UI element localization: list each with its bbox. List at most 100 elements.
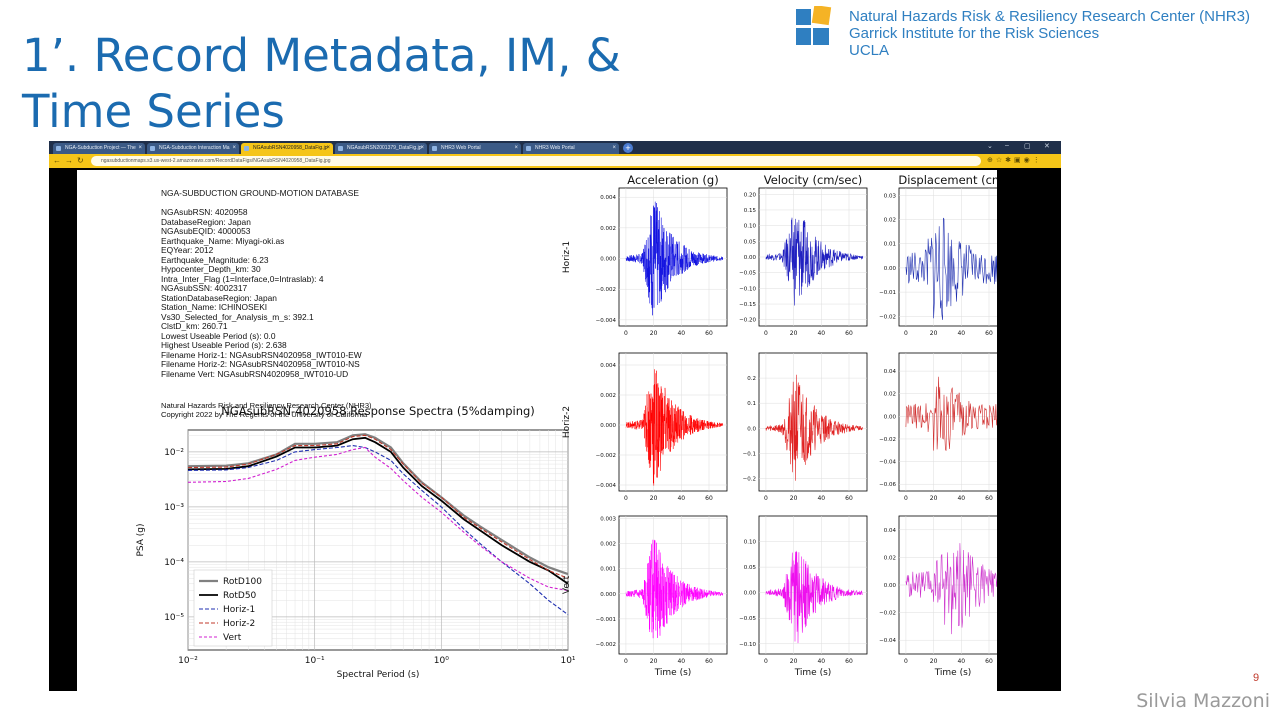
legend-entry: Horiz-1: [223, 605, 255, 615]
y-tick-label: 0.0: [747, 426, 756, 432]
metadata-credit: Natural Hazards Risk and Resiliency Rese…: [161, 401, 372, 419]
series-line: [187, 446, 569, 592]
minimize-button[interactable]: –: [1005, 142, 1009, 149]
x-tick-label: 0: [904, 495, 908, 502]
logo-squares-icon: [796, 4, 832, 45]
y-tick-label: −0.04: [879, 638, 896, 644]
y-tick-label: 0.00: [744, 255, 757, 261]
y-tick-label: −0.04: [879, 460, 896, 466]
metadata-field: Intra_Inter_Flag (1=Interface,0=Intrasla…: [161, 273, 324, 284]
browser-tab[interactable]: NHR3 Web Portal ×: [429, 143, 521, 154]
x-tick-label: 40: [817, 495, 825, 502]
y-tick-label: 0.004: [600, 363, 616, 369]
close-icon[interactable]: ×: [232, 145, 236, 151]
close-icon[interactable]: ×: [420, 145, 424, 151]
y-tick-label: 0.10: [744, 540, 757, 546]
close-window-button[interactable]: ✕: [1044, 143, 1050, 150]
maximize-button[interactable]: ▢: [1024, 143, 1031, 150]
time-series-trace: [905, 217, 997, 320]
x-axis-label: Time (s): [934, 668, 972, 678]
y-tick-label: 0.20: [744, 192, 757, 198]
y-tick-label: −0.10: [739, 286, 756, 292]
new-tab-button[interactable]: +: [623, 143, 633, 153]
row-label: Horiz-1: [562, 241, 572, 273]
x-tick-label: 60: [985, 658, 993, 665]
y-tick-label: 0.04: [884, 369, 897, 375]
x-tick-label: 20: [790, 495, 798, 502]
x-tick-label: 60: [705, 658, 713, 665]
x-tick-label: 20: [930, 495, 938, 502]
spectra-title: NGAsubRSN-4020958 Response Spectra (5%da…: [221, 404, 535, 418]
page-icon: [56, 146, 61, 151]
y-tick-label: −0.004: [596, 483, 617, 489]
y-tick-label: 0.00: [884, 414, 897, 420]
x-tick-label: 20: [790, 658, 798, 665]
y-tick-label: 0.1: [747, 401, 756, 407]
y-tick-label: 0.05: [744, 565, 757, 571]
y-tick-label: −0.06: [879, 482, 896, 488]
author-name: Silvia Mazzoni: [1136, 690, 1270, 712]
metadata-field: Highest Useable Period (s): 2.638: [161, 340, 287, 350]
y-tick-label: −0.002: [596, 642, 616, 648]
x-tick-label: 60: [705, 330, 713, 337]
x-tick-label: 40: [677, 330, 685, 337]
x-tick-label: 0: [904, 330, 908, 337]
x-tick-label: 40: [677, 658, 685, 665]
close-icon[interactable]: ×: [326, 145, 330, 151]
y-tick-label: −0.1: [743, 451, 756, 457]
x-tick-label: 10⁻²: [178, 656, 198, 666]
slide-title: 1’. Record Metadata, IM, & Time Series: [22, 29, 621, 138]
page-icon: [244, 146, 249, 151]
tab-search-icon[interactable]: ⌄: [987, 143, 993, 150]
metadata-field: Station_Name: ICHINOSEKI: [161, 302, 268, 312]
browser-tab-bar: NGA-Subduction Project — The × NGA-Subduc…: [49, 141, 1061, 154]
y-tick-label: 0.10: [744, 224, 757, 230]
metadata-field: NGAsubEQID: 4000053: [161, 226, 251, 236]
x-tick-label: 0: [764, 495, 768, 502]
browser-tab[interactable]: NGA-Subduction Project — The ×: [53, 143, 145, 154]
y-tick-label: 0.00: [744, 591, 757, 597]
x-tick-label: 60: [985, 495, 993, 502]
extension-icons[interactable]: ⊕☆✱▣◉⋮: [987, 157, 1043, 164]
org-line-ucla: UCLA: [849, 42, 890, 59]
series-line: [187, 434, 569, 579]
time-series-trace: [625, 539, 724, 639]
x-tick-label: 20: [930, 330, 938, 337]
browser-tab[interactable]: NGA-Subduction Interaction Ma ×: [147, 143, 239, 154]
url-input[interactable]: ngasubductionmaps.s3.us-west-2.amazonaws…: [91, 156, 981, 166]
y-tick-label: 0.004: [600, 195, 616, 201]
address-bar: ← → ↻ ngasubductionmaps.s3.us-west-2.ama…: [49, 154, 1061, 168]
metadata-field: Filename Horiz-2: NGAsubRSN4020958_IWT01…: [161, 359, 360, 369]
forward-arrow-icon[interactable]: →: [65, 156, 73, 165]
close-icon[interactable]: ×: [514, 145, 518, 151]
browser-tab[interactable]: NGAsubRSN2001379_DataFig.jp ×: [335, 143, 427, 154]
y-tick-label: −0.05: [739, 616, 756, 622]
y-tick-label: 0.15: [744, 208, 757, 214]
y-tick-label: 10⁻³: [164, 503, 184, 513]
back-arrow-icon[interactable]: ←: [53, 156, 61, 165]
x-tick-label: 0: [624, 330, 628, 337]
y-tick-label: −0.02: [879, 437, 896, 443]
y-tick-label: 0.001: [600, 567, 616, 573]
panel-frame: [758, 515, 868, 655]
x-tick-label: 20: [650, 330, 658, 337]
metadata-field: Hypocenter_Depth_km: 30: [161, 264, 261, 274]
x-tick-label: 60: [985, 330, 993, 337]
y-tick-label: −0.002: [596, 453, 616, 459]
y-tick-label: 0.00: [884, 583, 897, 589]
y-tick-label: 0.2: [747, 376, 756, 382]
reload-icon[interactable]: ↻: [77, 156, 84, 165]
y-tick-label: −0.001: [596, 617, 616, 623]
browser-tab[interactable]: NHR3 Web Portal ×: [523, 143, 619, 154]
metadata-field: Lowest Useable Period (s): 0.0: [161, 330, 276, 341]
record-data-figure: NGA-SUBDUCTION GROUND-MOTION DATABASE NG…: [77, 170, 997, 691]
y-tick-label: −0.02: [879, 611, 896, 617]
browser-tab-active[interactable]: NGAsubRSN4020958_DataFig.jp ×: [241, 143, 333, 154]
metadata-field: Vs30_Selected_for_Analysis_m_s: 392.1: [161, 311, 314, 322]
close-icon[interactable]: ×: [138, 145, 142, 151]
time-series-grid: Acceleration (g) Velocity (cm/sec) Displac…: [562, 173, 997, 678]
page-icon: [526, 146, 531, 151]
y-tick-label: −0.004: [596, 318, 617, 324]
close-icon[interactable]: ×: [612, 145, 616, 151]
credit-line: Natural Hazards Risk and Resiliency Rese…: [161, 401, 372, 410]
